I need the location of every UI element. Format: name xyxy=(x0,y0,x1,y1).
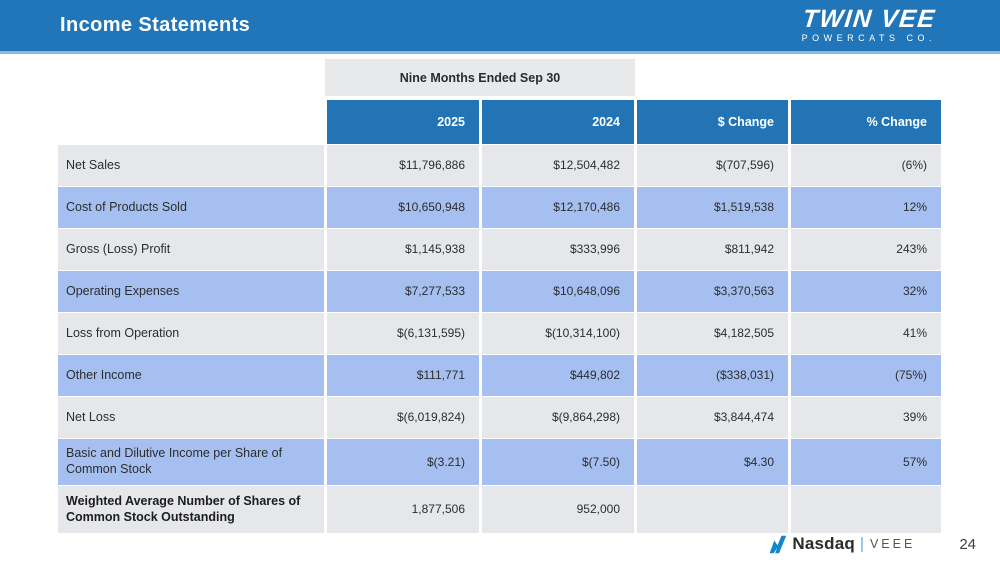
row-label: Gross (Loss) Profit xyxy=(58,229,324,270)
row-label: Loss from Operation xyxy=(58,313,324,354)
cell-dollar-change xyxy=(637,486,788,533)
cell-dollar-change: $(707,596) xyxy=(637,145,788,186)
ticker-separator xyxy=(860,536,863,552)
cell-percent-change: (6%) xyxy=(791,145,941,186)
table-span-header: Nine Months Ended Sep 30 xyxy=(325,59,635,96)
row-label: Net Sales xyxy=(58,145,324,186)
title-bar xyxy=(0,0,1000,51)
cell-2024: 952,000 xyxy=(482,486,634,533)
header-cell-empty xyxy=(58,100,324,144)
slide-footer: Nasdaq VEEE 24 xyxy=(768,534,976,554)
nasdaq-wordmark: Nasdaq xyxy=(792,534,855,553)
cell-2024: $449,802 xyxy=(482,355,634,396)
company-logo-subtitle: POWERCATS CO. xyxy=(801,33,936,44)
page-title: Income Statements xyxy=(60,14,251,36)
cell-2025: 1,877,506 xyxy=(327,486,479,533)
cell-dollar-change: $1,519,538 xyxy=(637,187,788,228)
ticker-symbol: VEEE xyxy=(869,537,916,551)
cell-percent-change: 32% xyxy=(791,271,941,312)
header-cell-2024: 2024 xyxy=(482,100,634,144)
title-bar-accent-strip xyxy=(0,51,1000,54)
page-number: 24 xyxy=(959,535,976,553)
row-label: Other Income xyxy=(58,355,324,396)
cell-2025: $(3.21) xyxy=(327,439,479,485)
row-label: Cost of Products Sold xyxy=(58,187,324,228)
cell-2024: $(9,864,298) xyxy=(482,397,634,438)
cell-2025: $(6,131,595) xyxy=(327,313,479,354)
cell-2024: $(10,314,100) xyxy=(482,313,634,354)
cell-2024: $(7.50) xyxy=(482,439,634,485)
header-cell-percent-change: % Change xyxy=(791,100,941,144)
cell-2025: $(6,019,824) xyxy=(327,397,479,438)
cell-dollar-change: $4,182,505 xyxy=(637,313,788,354)
cell-2025: $11,796,886 xyxy=(327,145,479,186)
company-logo: TWIN VEE POWERCATS CO. xyxy=(800,5,937,44)
cell-dollar-change: $4.30 xyxy=(637,439,788,485)
cell-dollar-change: $3,844,474 xyxy=(637,397,788,438)
nasdaq-logo: Nasdaq VEEE xyxy=(768,534,915,554)
cell-dollar-change: $3,370,563 xyxy=(637,271,788,312)
cell-percent-change: 39% xyxy=(791,397,941,438)
row-label: Net Loss xyxy=(58,397,324,438)
header-cell-dollar-change: $ Change xyxy=(637,100,788,144)
cell-2024: $12,170,486 xyxy=(482,187,634,228)
cell-percent-change xyxy=(791,486,941,533)
company-logo-name: TWIN VEE xyxy=(800,5,937,33)
cell-percent-change: 41% xyxy=(791,313,941,354)
cell-2025: $10,650,948 xyxy=(327,187,479,228)
header-cell-2025: 2025 xyxy=(327,100,479,144)
cell-2024: $10,648,096 xyxy=(482,271,634,312)
row-label: Basic and Dilutive Income per Share of C… xyxy=(58,439,324,485)
cell-dollar-change: ($338,031) xyxy=(637,355,788,396)
cell-2024: $12,504,482 xyxy=(482,145,634,186)
cell-dollar-change: $811,942 xyxy=(637,229,788,270)
cell-2025: $111,771 xyxy=(327,355,479,396)
cell-percent-change: 12% xyxy=(791,187,941,228)
cell-percent-change: 57% xyxy=(791,439,941,485)
income-statement-table: 2025 2024 $ Change % Change Net Sales $1… xyxy=(58,100,941,533)
cell-percent-change: 243% xyxy=(791,229,941,270)
nasdaq-icon xyxy=(769,535,787,553)
cell-2025: $1,145,938 xyxy=(327,229,479,270)
row-label: Operating Expenses xyxy=(58,271,324,312)
cell-2024: $333,996 xyxy=(482,229,634,270)
cell-percent-change: (75%) xyxy=(791,355,941,396)
cell-2025: $7,277,533 xyxy=(327,271,479,312)
row-label: Weighted Average Number of Shares of Com… xyxy=(58,486,324,533)
